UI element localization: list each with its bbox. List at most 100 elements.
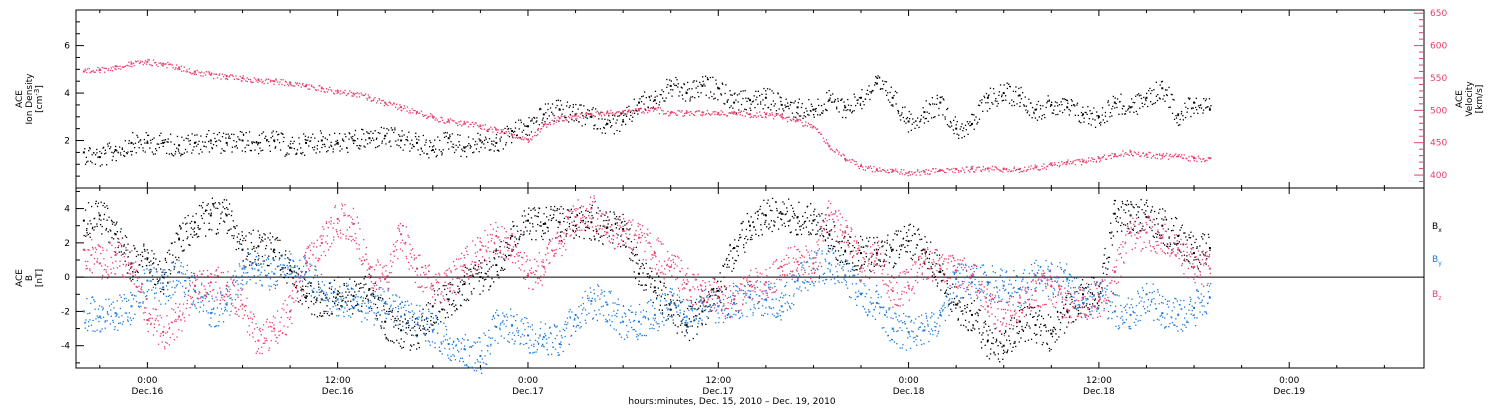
ion-density-series-sample bbox=[616, 119, 618, 121]
ion-density-series-sample bbox=[271, 132, 273, 134]
ion-density-series-sample bbox=[1066, 99, 1068, 101]
velocity-series-sample bbox=[128, 61, 130, 63]
bx-series-sample bbox=[196, 233, 198, 235]
bx-series-sample bbox=[782, 201, 784, 203]
ion-density-series-sample bbox=[1011, 104, 1013, 107]
bx-series-sample bbox=[544, 223, 547, 225]
ion-density-series-sample bbox=[1115, 103, 1117, 105]
ion-density-series-sample bbox=[275, 131, 278, 133]
velocity-series-sample bbox=[746, 112, 748, 114]
ion-density-series-sample bbox=[512, 131, 515, 133]
ion-density-series-sample bbox=[948, 125, 950, 127]
bx-series-sample bbox=[180, 228, 182, 230]
velocity-series-sample bbox=[1010, 170, 1013, 172]
ion-density-series-sample bbox=[229, 137, 231, 139]
bx-series-sample bbox=[263, 233, 265, 235]
bx-series-sample bbox=[296, 285, 298, 287]
velocity-series-sample bbox=[643, 112, 645, 114]
bx-series-sample bbox=[667, 293, 669, 296]
ion-density-series-point bbox=[1034, 108, 1037, 111]
bx-series-sample bbox=[261, 255, 263, 258]
bx-series-sample bbox=[623, 244, 625, 246]
velocity-series-sample bbox=[505, 131, 507, 133]
ion-density-series-sample bbox=[257, 144, 259, 146]
velocity-series-sample bbox=[135, 61, 138, 63]
bx-series-sample bbox=[334, 303, 336, 305]
bx-series-sample bbox=[691, 306, 693, 308]
ion-density-series-sample bbox=[1074, 105, 1076, 107]
bx-series-sample bbox=[1076, 291, 1078, 293]
ion-density-series-sample bbox=[800, 115, 802, 117]
ion-density-series-sample bbox=[919, 121, 921, 123]
ion-density-series-sample bbox=[955, 124, 957, 126]
bx-series-point bbox=[400, 329, 403, 332]
velocity-series-sample bbox=[1120, 153, 1122, 155]
bx-series-sample bbox=[1071, 298, 1073, 301]
velocity-series-sample bbox=[186, 71, 189, 73]
bx-series-sample bbox=[463, 275, 466, 277]
bx-series-sample bbox=[130, 267, 132, 269]
velocity-series-sample bbox=[682, 115, 684, 117]
ion-density-series-sample bbox=[525, 133, 527, 135]
ion-density-series-sample bbox=[973, 128, 975, 130]
ion-density-series-sample bbox=[932, 103, 934, 105]
ion-density-series-sample bbox=[594, 124, 596, 126]
ion-density-series-sample bbox=[583, 105, 585, 107]
ion-density-series-sample bbox=[825, 109, 827, 111]
velocity-series-sample bbox=[949, 169, 951, 171]
ion-density-series-sample bbox=[241, 131, 243, 133]
ion-density-series-sample bbox=[1104, 115, 1107, 117]
velocity-series-sample bbox=[302, 82, 304, 85]
ion-density-series-sample bbox=[813, 114, 815, 116]
bx-series-sample bbox=[993, 352, 995, 354]
bx-series-sample bbox=[1047, 314, 1050, 316]
velocity-series-sample bbox=[695, 111, 697, 113]
bx-series-sample bbox=[1027, 339, 1030, 341]
velocity-series-sample bbox=[218, 74, 220, 76]
bx-series-sample bbox=[233, 226, 235, 228]
bx-series-sample bbox=[126, 272, 128, 274]
velocity-series-sample bbox=[1062, 163, 1064, 165]
bx-series-sample bbox=[852, 262, 854, 264]
bx-series-sample bbox=[215, 207, 217, 209]
bx-series-sample bbox=[819, 235, 821, 237]
bx-series-sample bbox=[361, 305, 363, 307]
bx-series-sample bbox=[994, 328, 996, 330]
ion-density-series-sample bbox=[885, 81, 888, 83]
bx-series-sample bbox=[1070, 295, 1072, 297]
ion-density-series-sample bbox=[610, 126, 612, 128]
by-series-point bbox=[780, 305, 783, 308]
bx-series-sample bbox=[330, 313, 332, 315]
velocity-series-sample bbox=[705, 113, 707, 115]
ion-density-series-sample bbox=[539, 107, 541, 110]
bx-series-sample bbox=[832, 245, 835, 247]
ion-density-series-sample bbox=[1140, 94, 1142, 96]
ion-density-series-sample bbox=[474, 144, 476, 146]
bx-series-sample bbox=[877, 249, 879, 251]
bx-series-sample bbox=[1176, 242, 1178, 245]
velocity-series-sample bbox=[442, 119, 444, 121]
bx-series-sample bbox=[1135, 214, 1138, 216]
bx-series-sample bbox=[209, 228, 211, 230]
ion-density-series-sample bbox=[1088, 123, 1090, 125]
bx-series-sample bbox=[654, 280, 656, 282]
ion-density-series-sample bbox=[254, 149, 256, 151]
velocity-series-sample bbox=[997, 168, 999, 171]
by-series bbox=[82, 247, 1212, 374]
bx-series-sample bbox=[716, 290, 718, 292]
velocity-series-sample bbox=[523, 139, 525, 141]
ion-density-series-sample bbox=[457, 134, 459, 136]
velocity-series-sample bbox=[156, 64, 158, 66]
bx-series-sample bbox=[155, 258, 157, 260]
ion-density-series-sample bbox=[1019, 101, 1021, 104]
bx-series-sample bbox=[687, 326, 689, 328]
ion-density-series-sample bbox=[419, 154, 421, 156]
velocity-series-sample bbox=[869, 165, 872, 167]
ion-density-series-point bbox=[225, 141, 228, 144]
bx-series-point bbox=[82, 219, 85, 222]
bx-series-sample bbox=[942, 270, 944, 272]
ion-density-series-sample bbox=[981, 99, 983, 101]
ion-density-series-sample bbox=[853, 110, 855, 112]
by-series-point bbox=[606, 303, 609, 306]
velocity-series-sample bbox=[95, 69, 98, 71]
